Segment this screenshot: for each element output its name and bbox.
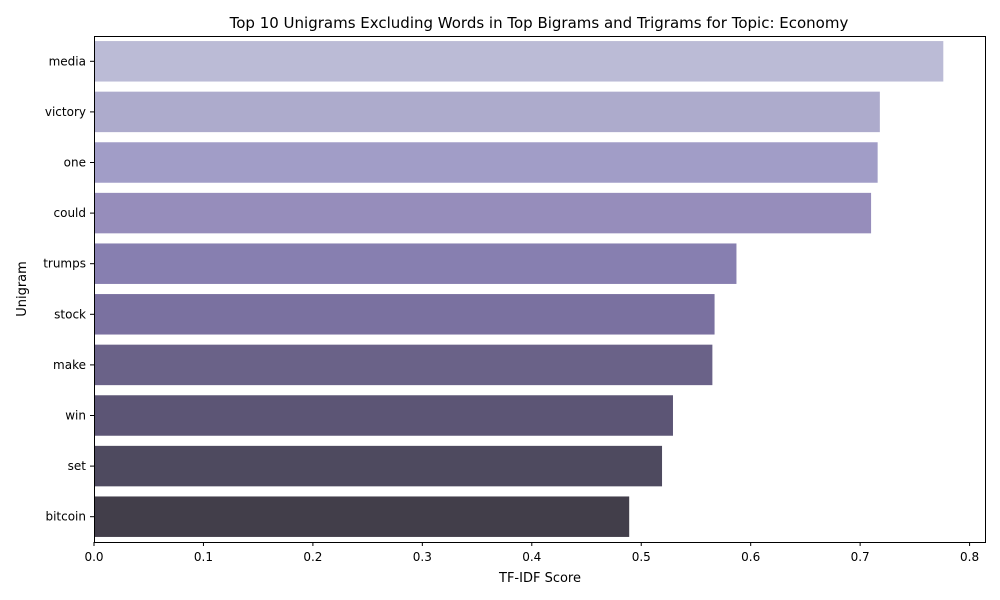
bar-make (94, 344, 713, 386)
bar-set (94, 445, 663, 487)
bar-victory (94, 91, 880, 133)
y-tick-label: make (53, 358, 86, 372)
x-tick-label: 0.4 (522, 550, 541, 564)
x-axis-label: TF-IDF Score (498, 571, 581, 586)
chart-title: Top 10 Unigrams Excluding Words in Top B… (229, 14, 849, 32)
y-tick-label: media (49, 54, 86, 68)
y-tick-label: set (68, 459, 87, 473)
y-axis-ticks: media victory one could trumps stock make win se… (43, 54, 94, 524)
bar-win (94, 395, 673, 436)
plot-area (94, 41, 944, 537)
bar-trumps (94, 243, 737, 284)
y-tick-label: could (54, 206, 87, 220)
x-tick-label: 0.6 (741, 550, 760, 564)
x-tick-label: 0.1 (194, 550, 213, 564)
x-tick-label: 0.2 (303, 550, 322, 564)
x-tick-label: 0.7 (851, 550, 870, 564)
bar-stock (94, 294, 715, 335)
y-tick-label: trumps (43, 257, 86, 271)
y-axis-label: Unigram (15, 261, 30, 317)
bar-media (94, 41, 944, 82)
bar-could (94, 192, 872, 234)
y-tick-label: bitcoin (45, 510, 86, 524)
bar-one (94, 142, 878, 183)
y-tick-label: victory (45, 105, 86, 119)
x-tick-label: 0.8 (960, 550, 979, 564)
y-tick-label: one (64, 156, 86, 170)
x-tick-label: 0.0 (84, 550, 103, 564)
x-axis-ticks: 0.0 0.1 0.2 0.3 0.4 0.5 0.6 0.7 0.8 (84, 542, 979, 564)
y-tick-label: stock (54, 307, 86, 321)
y-tick-label: win (65, 409, 86, 423)
bar-bitcoin (94, 496, 630, 537)
x-tick-label: 0.3 (413, 550, 432, 564)
x-tick-label: 0.5 (632, 550, 651, 564)
